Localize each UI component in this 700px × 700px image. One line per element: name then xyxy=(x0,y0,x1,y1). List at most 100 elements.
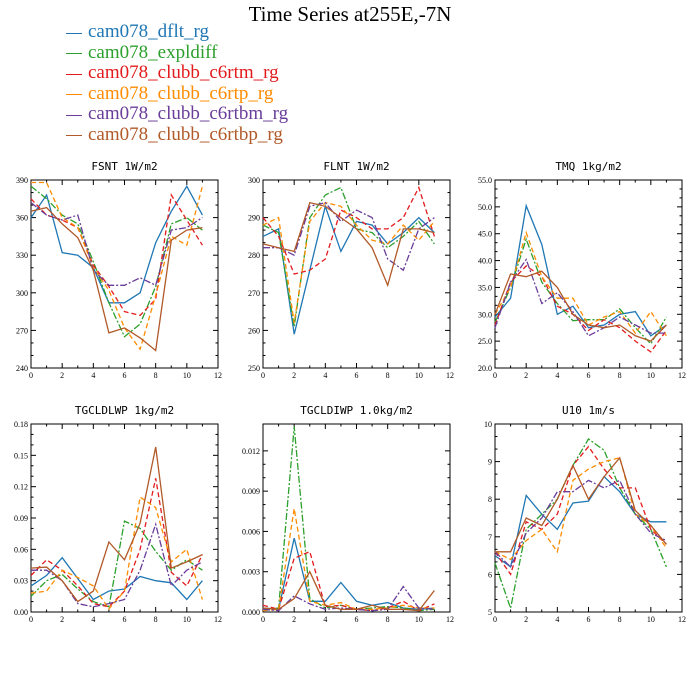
series-line xyxy=(263,201,435,272)
series-line xyxy=(262,550,435,612)
x-tick-label: 6 xyxy=(355,615,359,624)
legend-swatch xyxy=(66,73,82,75)
x-tick-label: 4 xyxy=(91,615,95,624)
y-tick-label: 6 xyxy=(488,570,492,579)
y-tick-label: 55.0 xyxy=(478,176,492,185)
legend-label: cam078_clubb_c6rtbp_rg xyxy=(88,123,283,145)
y-tick-label: 0.012 xyxy=(242,447,260,456)
y-tick-label: 360 xyxy=(16,214,28,223)
series-line xyxy=(494,203,667,337)
series-line xyxy=(31,181,204,351)
x-tick-label: 12 xyxy=(678,615,686,624)
y-tick-label: 0.18 xyxy=(14,420,28,429)
x-tick-label: 4 xyxy=(91,371,95,380)
panel: U10 1m/s 0 2 4 6 8 10 12 5 6 7 8 9 10 xyxy=(484,404,686,624)
panel-title: FLNT 1W/m2 xyxy=(323,160,389,173)
y-tick-label: 0.00 xyxy=(14,608,28,617)
x-tick-label: 8 xyxy=(618,371,622,380)
x-tick-label: 10 xyxy=(647,371,655,380)
legend-swatch xyxy=(66,32,82,34)
series-line xyxy=(494,457,667,561)
y-tick-label: 270 xyxy=(248,289,260,298)
series-line xyxy=(494,230,667,337)
y-tick-label: 0.09 xyxy=(14,514,28,523)
plot-frame xyxy=(262,179,451,369)
x-tick-label: 8 xyxy=(386,615,390,624)
x-tick-label: 2 xyxy=(524,371,528,380)
panel: FLNT 1W/m2 0 2 4 6 8 10 12 250 260 270 280 290 300 xyxy=(248,160,454,380)
legend-label: cam078_expldiff xyxy=(88,41,218,63)
x-tick-label: 6 xyxy=(123,371,127,380)
x-tick-label: 10 xyxy=(183,371,191,380)
x-tick-label: 12 xyxy=(214,371,222,380)
x-tick-label: 6 xyxy=(355,371,359,380)
series-line xyxy=(494,237,667,345)
series-line xyxy=(262,185,436,275)
y-tick-label: 10 xyxy=(484,420,492,429)
series-line xyxy=(30,520,203,608)
panel: FSNT 1W/m2 0 2 4 6 8 10 12 240 270 300 330 360 390 xyxy=(16,160,222,380)
x-tick-label: 0 xyxy=(261,371,265,380)
legend-item: cam078_clubb_c6rtp_rg xyxy=(66,82,288,105)
x-tick-label: 10 xyxy=(183,615,191,624)
series-line xyxy=(262,201,435,323)
y-tick-label: 0.000 xyxy=(242,608,260,617)
legend-swatch xyxy=(66,53,82,55)
series-line xyxy=(30,446,203,603)
x-tick-label: 0 xyxy=(261,615,265,624)
series-line xyxy=(494,445,667,576)
series-line xyxy=(262,201,435,288)
plot-frame xyxy=(262,423,451,613)
y-tick-label: 0.12 xyxy=(14,483,28,492)
legend-label: cam078_clubb_c6rtbm_rg xyxy=(88,103,289,124)
legend-label: cam078_dflt_rg xyxy=(88,21,210,42)
legend-item: cam078_clubb_c6rtm_rg xyxy=(66,62,288,84)
series-line xyxy=(494,438,668,611)
y-tick-label: 45.0 xyxy=(478,230,492,239)
legend-label: cam078_clubb_c6rtp_rg xyxy=(88,82,274,104)
y-tick-label: 300 xyxy=(16,289,28,298)
x-tick-label: 12 xyxy=(678,371,686,380)
series-line xyxy=(30,185,203,304)
x-tick-label: 8 xyxy=(618,615,622,624)
legend-label: cam078_clubb_c6rtm_rg xyxy=(88,62,279,83)
y-tick-label: 280 xyxy=(248,251,260,260)
y-tick-label: 0.006 xyxy=(242,527,260,536)
x-tick-label: 2 xyxy=(292,371,296,380)
y-tick-label: 25.0 xyxy=(478,337,492,346)
y-tick-label: 30.0 xyxy=(478,310,492,319)
panel: TMQ 1kg/m2 0 2 4 6 8 10 12 20.0 25.0 30.0 35.0 40.0 4… xyxy=(478,160,686,380)
x-tick-label: 6 xyxy=(587,371,591,380)
legend-item: cam078_expldiff xyxy=(66,41,288,64)
panel-title: U10 1m/s xyxy=(562,404,615,417)
series-line xyxy=(262,537,435,610)
x-tick-label: 0 xyxy=(29,615,33,624)
y-tick-label: 50.0 xyxy=(478,203,492,212)
plot-frame xyxy=(494,179,683,369)
y-tick-label: 0.03 xyxy=(14,577,28,586)
y-tick-label: 330 xyxy=(16,251,28,260)
x-tick-label: 4 xyxy=(323,615,327,624)
x-tick-label: 2 xyxy=(60,371,64,380)
x-tick-label: 0 xyxy=(29,371,33,380)
series-line xyxy=(494,479,667,569)
x-tick-label: 6 xyxy=(123,615,127,624)
panel: TGCLDIWP 1.0kg/m2 0 2 4 6 8 10 12 0.000 0.003 0.00… xyxy=(242,404,454,624)
series-line xyxy=(262,570,435,612)
x-tick-label: 0 xyxy=(493,371,497,380)
x-tick-label: 2 xyxy=(524,615,528,624)
y-tick-label: 240 xyxy=(16,364,28,373)
y-tick-label: 0.15 xyxy=(14,451,28,460)
x-tick-label: 12 xyxy=(214,615,222,624)
x-tick-label: 10 xyxy=(647,615,655,624)
y-tick-label: 35.0 xyxy=(478,283,492,292)
y-tick-label: 7 xyxy=(488,533,492,542)
series-line xyxy=(30,185,203,338)
series-line xyxy=(262,186,435,327)
series-line xyxy=(262,203,435,335)
x-tick-label: 8 xyxy=(154,371,158,380)
panel: TGCLDLWP 1kg/m2 0 2 4 6 8 10 12 0.00 0.03 0.06 0.09… xyxy=(14,404,222,624)
y-tick-label: 0.06 xyxy=(14,545,28,554)
panel-title: TGCLDIWP 1.0kg/m2 xyxy=(300,404,413,417)
y-tick-label: 270 xyxy=(16,326,28,335)
